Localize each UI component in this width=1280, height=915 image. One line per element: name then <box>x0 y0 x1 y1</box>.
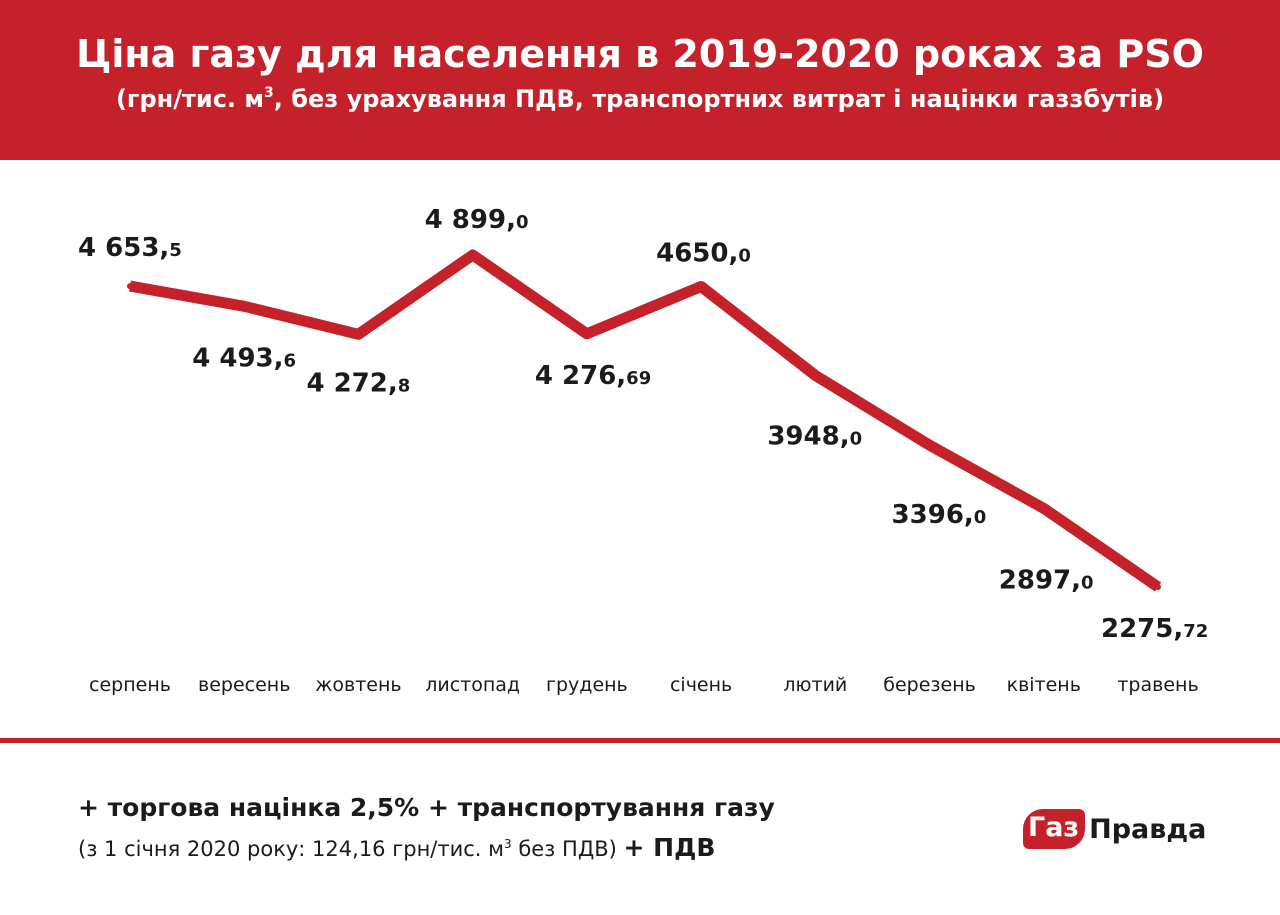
data-label: 2275,72 <box>1101 614 1208 644</box>
x-tick-label: квітень <box>1007 674 1081 696</box>
data-labels-layer: 4 653,5 4 493,6 4 272,8 4 899,0 4 276,69 4650… <box>78 205 1208 644</box>
data-label: 4650,0 <box>656 239 751 269</box>
subtitle-text-start: (грн/тис. м <box>115 85 265 113</box>
x-tick-label: травень <box>1117 674 1198 696</box>
subtitle-superscript: 3 <box>264 85 274 101</box>
footer-note-text: (з 1 січня 2020 року: 124,16 грн/тис. м <box>78 837 504 861</box>
x-tick-label: грудень <box>546 674 628 696</box>
data-point <box>698 283 705 290</box>
data-point <box>127 283 133 290</box>
data-point <box>583 330 590 337</box>
gazpravda-logo: Газ Правда <box>1023 806 1206 852</box>
x-tick-label: серпень <box>89 674 171 696</box>
x-axis-labels: серпень вересень жовтень листопад грудень січ… <box>89 674 1199 696</box>
data-label: 3948,0 <box>767 421 862 451</box>
footer-vat-note: + ПДВ <box>623 833 716 862</box>
x-tick-label: жовтень <box>315 674 401 696</box>
series-line <box>129 249 1162 592</box>
data-point <box>241 303 248 310</box>
data-point <box>355 331 362 338</box>
footer-note-line1: + торгова націнка 2,5% + транспортування… <box>78 793 775 822</box>
x-tick-label: березень <box>883 674 976 696</box>
footer-superscript: 3 <box>504 837 512 851</box>
price-line-chart: 4 653,5 4 493,6 4 272,8 4 899,0 4 276,69 4650… <box>78 205 1208 696</box>
series-line-layer <box>127 249 1162 592</box>
data-label: 3396,0 <box>892 500 987 530</box>
footer-note-line2: (з 1 січня 2020 року: 124,16 грн/тис. м3… <box>78 833 715 862</box>
chart-subtitle: (грн/тис. м3, без урахування ПДВ, трансп… <box>0 85 1280 114</box>
data-point <box>1155 584 1161 590</box>
data-label: 4 653,5 <box>78 233 182 263</box>
data-point <box>1040 505 1047 512</box>
footer-note-text-end: без ПДВ) <box>511 837 624 861</box>
subtitle-text-end: , без урахування ПДВ, транспортних витра… <box>273 85 1165 113</box>
x-tick-label: вересень <box>198 674 290 696</box>
header-banner: Ціна газу для населення в 2019-2020 рока… <box>0 0 1280 160</box>
x-tick-label: листопад <box>425 674 520 696</box>
logo-wordmark: Правда <box>1089 813 1207 845</box>
data-label: 4 493,6 <box>192 343 296 373</box>
data-label: 2897,0 <box>999 565 1094 595</box>
x-tick-label: січень <box>670 674 732 696</box>
data-label: 4 272,8 <box>306 368 410 398</box>
data-label: 4 899,0 <box>425 205 529 235</box>
x-tick-label: лютий <box>783 674 847 696</box>
data-label: 4 276,69 <box>535 361 651 391</box>
data-point <box>469 252 476 258</box>
section-divider <box>0 738 1280 743</box>
data-point <box>926 442 933 449</box>
data-point <box>812 372 819 379</box>
logo-badge: Газ <box>1023 808 1086 850</box>
chart-title: Ціна газу для населення в 2019-2020 рока… <box>76 32 1204 76</box>
